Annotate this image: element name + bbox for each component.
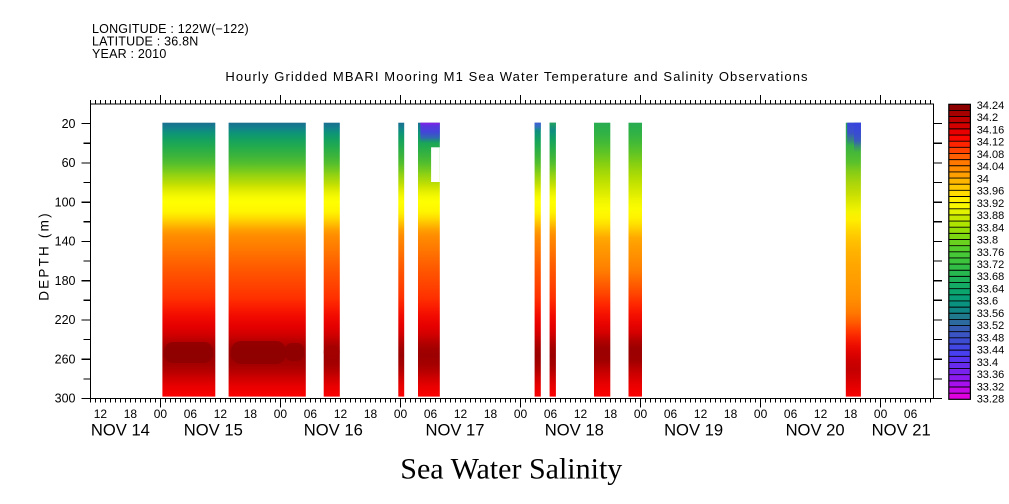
svg-text:12: 12 (334, 407, 348, 421)
svg-text:34.16: 34.16 (977, 124, 1005, 136)
svg-text:NOV 15: NOV 15 (184, 421, 243, 440)
svg-text:33.8: 33.8 (977, 235, 998, 247)
svg-text:34: 34 (977, 173, 989, 185)
svg-text:33.48: 33.48 (977, 332, 1005, 344)
svg-text:33.28: 33.28 (977, 394, 1005, 406)
svg-text:NOV 17: NOV 17 (425, 421, 484, 440)
svg-text:33.52: 33.52 (977, 320, 1005, 332)
svg-text:180: 180 (55, 274, 76, 288)
svg-text:34.24: 34.24 (977, 100, 1005, 112)
svg-text:NOV 16: NOV 16 (304, 421, 363, 440)
svg-text:00: 00 (874, 407, 888, 421)
svg-text:34.12: 34.12 (977, 137, 1005, 149)
svg-text:260: 260 (55, 352, 76, 366)
svg-text:00: 00 (754, 407, 768, 421)
svg-text:00: 00 (154, 407, 168, 421)
svg-text:12: 12 (814, 407, 828, 421)
svg-text:12: 12 (694, 407, 708, 421)
svg-text:Sea Water Salinity: Sea Water Salinity (400, 453, 622, 486)
svg-text:33.76: 33.76 (977, 247, 1005, 259)
svg-text:18: 18 (244, 407, 258, 421)
svg-text:06: 06 (424, 407, 438, 421)
svg-text:33.4: 33.4 (977, 357, 998, 369)
svg-text:12: 12 (214, 407, 228, 421)
svg-text:33.32: 33.32 (977, 381, 1005, 393)
svg-text:33.84: 33.84 (977, 222, 1005, 234)
svg-text:140: 140 (55, 235, 76, 249)
svg-text:300: 300 (55, 392, 76, 406)
svg-text:18: 18 (364, 407, 378, 421)
svg-text:LONGITUDE : 122W(−122): LONGITUDE : 122W(−122) (92, 22, 249, 36)
svg-text:33.36: 33.36 (977, 369, 1005, 381)
svg-text:34.04: 34.04 (977, 161, 1005, 173)
svg-text:06: 06 (184, 407, 198, 421)
svg-text:12: 12 (454, 407, 468, 421)
svg-text:18: 18 (124, 407, 138, 421)
svg-text:NOV 18: NOV 18 (545, 421, 604, 440)
svg-text:06: 06 (904, 407, 918, 421)
svg-text:06: 06 (664, 407, 678, 421)
svg-text:06: 06 (304, 407, 318, 421)
svg-text:NOV 21: NOV 21 (872, 421, 931, 440)
svg-text:60: 60 (62, 156, 76, 170)
svg-text:NOV 19: NOV 19 (664, 421, 723, 440)
svg-text:DEPTH (m): DEPTH (m) (37, 211, 52, 301)
svg-text:YEAR : 2010: YEAR : 2010 (92, 47, 166, 61)
svg-text:220: 220 (55, 313, 76, 327)
svg-text:33.56: 33.56 (977, 308, 1005, 320)
svg-text:18: 18 (844, 407, 858, 421)
svg-text:18: 18 (724, 407, 738, 421)
svg-text:34.2: 34.2 (977, 112, 998, 124)
svg-text:Hourly Gridded MBARI Mooring M: Hourly Gridded MBARI Mooring M1 Sea Wate… (225, 69, 808, 84)
svg-text:00: 00 (274, 407, 288, 421)
svg-text:20: 20 (62, 117, 76, 131)
svg-text:18: 18 (604, 407, 618, 421)
svg-text:NOV 14: NOV 14 (91, 421, 150, 440)
svg-text:12: 12 (574, 407, 588, 421)
svg-text:33.96: 33.96 (977, 186, 1005, 198)
svg-text:06: 06 (544, 407, 558, 421)
svg-text:33.92: 33.92 (977, 198, 1005, 210)
svg-text:06: 06 (784, 407, 798, 421)
svg-text:34.08: 34.08 (977, 149, 1005, 161)
svg-text:33.68: 33.68 (977, 271, 1005, 283)
svg-text:33.64: 33.64 (977, 284, 1005, 296)
svg-text:NOV 20: NOV 20 (786, 421, 845, 440)
svg-text:33.88: 33.88 (977, 210, 1005, 222)
svg-text:12: 12 (94, 407, 108, 421)
svg-text:00: 00 (634, 407, 648, 421)
svg-text:33.44: 33.44 (977, 345, 1005, 357)
svg-text:100: 100 (55, 195, 76, 209)
svg-text:33.72: 33.72 (977, 259, 1005, 271)
svg-text:18: 18 (484, 407, 498, 421)
svg-text:00: 00 (394, 407, 408, 421)
svg-text:33.6: 33.6 (977, 296, 998, 308)
svg-text:LATITUDE : 36.8N: LATITUDE : 36.8N (92, 35, 198, 49)
svg-text:00: 00 (514, 407, 528, 421)
